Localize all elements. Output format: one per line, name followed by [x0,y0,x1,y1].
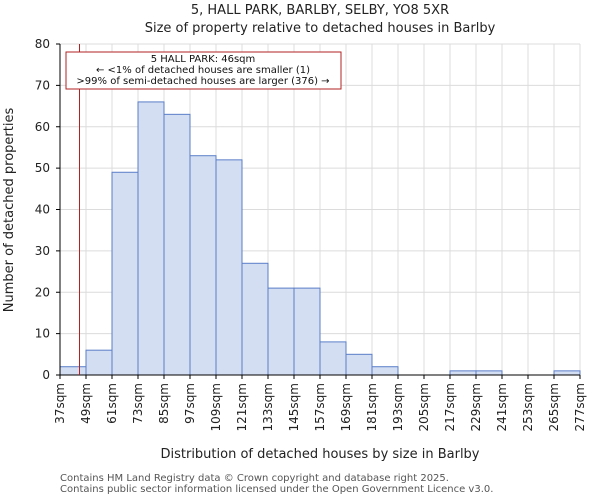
annotation-line1: 5 HALL PARK: 46sqm [151,54,256,65]
x-tick-label: 169sqm [339,383,353,431]
y-tick-label: 10 [35,327,50,341]
marker-annotation: 5 HALL PARK: 46sqm ← <1% of detached hou… [65,51,342,90]
histogram-bar [59,366,87,376]
x-tick-label: 217sqm [443,383,457,431]
y-tick-label: 30 [35,244,50,258]
x-tick-label: 241sqm [495,383,509,431]
y-tick-label: 60 [35,120,50,134]
histogram-bar [85,349,113,376]
axes-layer [56,43,581,379]
histogram-bar [449,370,477,376]
histogram-bar [189,155,217,376]
x-tick-label: 85sqm [157,383,171,424]
x-tick-label: 265sqm [547,383,561,431]
y-tick-label: 40 [35,203,50,217]
histogram-bar [111,171,139,376]
x-tick-labels: 37sqm 49sqm 61sqm 73sqm 85sqm 97sqm 109sqm 121s… [53,383,587,431]
chart-title-line2: Size of property relative to detached ho… [145,21,496,36]
x-tick-label: 277sqm [573,383,587,431]
histogram-bar [293,287,321,376]
x-tick-label: 49sqm [79,383,93,424]
x-tick-label: 253sqm [521,383,535,431]
y-tick-label: 50 [35,161,50,175]
y-tick-label: 70 [35,78,50,92]
histogram-bar [475,370,503,376]
x-tick-label: 157sqm [313,383,327,431]
histogram-bar [215,159,243,376]
histogram-bar [241,262,269,376]
histogram-bar [319,341,347,376]
x-tick-label: 109sqm [209,383,223,431]
x-tick-label: 73sqm [131,383,145,424]
y-tick-label: 80 [35,37,50,51]
y-axis-label: Number of detached properties [2,108,17,313]
x-tick-label: 121sqm [235,383,249,431]
histogram-bar [137,101,165,376]
x-tick-label: 145sqm [287,383,301,431]
histogram-bar [553,370,581,376]
histogram-bar [345,353,373,376]
footer-line2: Contains public sector information licen… [60,484,494,495]
x-axis-label: Distribution of detached houses by size … [160,447,479,462]
x-tick-label: 229sqm [469,383,483,431]
histogram-bar [371,366,399,376]
bars-layer [59,101,581,376]
x-tick-label: 181sqm [365,383,379,431]
histogram-bar [163,113,191,376]
x-tick-label: 61sqm [105,383,119,424]
histogram-bar [267,287,295,376]
y-tick-label: 0 [42,368,50,382]
y-tick-labels: 0 10 20 30 40 50 60 70 80 [35,37,50,382]
x-tick-label: 97sqm [183,383,197,424]
chart-title-line1: 5, HALL PARK, BARLBY, SELBY, YO8 5XR [191,3,449,18]
x-tick-label: 37sqm [53,383,67,424]
x-tick-label: 133sqm [261,383,275,431]
annotation-box [65,51,342,90]
x-tick-label: 205sqm [417,383,431,431]
annotation-line2: ← <1% of detached houses are smaller (1) [96,65,310,76]
x-tick-label: 193sqm [391,383,405,431]
y-tick-label: 20 [35,285,50,299]
footer-line1: Contains HM Land Registry data © Crown c… [60,473,449,484]
annotation-line3: >99% of semi-detached houses are larger … [76,76,329,87]
